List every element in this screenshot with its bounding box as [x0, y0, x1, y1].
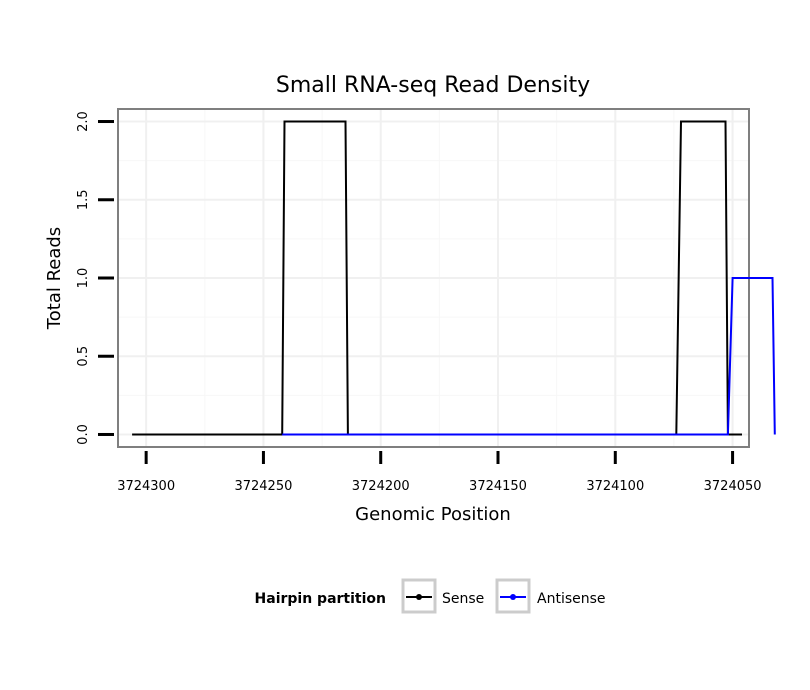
- legend-label-antisense: Antisense: [537, 591, 606, 607]
- y-tick-label: 0.5: [76, 346, 91, 367]
- series-line-antisense: [282, 277, 776, 436]
- x-tick-label: 3724050: [704, 479, 762, 494]
- legend-item-sense: Sense: [401, 578, 484, 614]
- y-tick-label: 1.5: [76, 189, 91, 210]
- y-tick-label: 0.0: [76, 424, 91, 445]
- legend: Hairpin partition Sense Antisense: [255, 578, 606, 614]
- chart-title: Small RNA-seq Read Density: [276, 73, 590, 98]
- x-tick-label: 3724200: [352, 479, 410, 494]
- axes: 3724300 3724250 3724200 3724150 3724100 37240…: [76, 111, 762, 494]
- y-tick-label: 1.0: [76, 268, 91, 289]
- x-tick-label: 3724250: [234, 479, 292, 494]
- x-tick-label: 3724150: [469, 479, 527, 494]
- x-tick-label: 3724100: [586, 479, 644, 494]
- y-tick-label: 2.0: [76, 111, 91, 132]
- legend-label-sense: Sense: [442, 591, 484, 607]
- x-tick-label: 3724300: [117, 479, 175, 494]
- x-axis-title: Genomic Position: [355, 504, 511, 525]
- grid: [118, 109, 749, 447]
- legend-item-antisense: Antisense: [495, 578, 606, 614]
- y-axis-title: Total Reads: [44, 227, 65, 330]
- legend-dot-sense: [416, 594, 422, 600]
- legend-dot-antisense: [510, 594, 516, 600]
- legend-title: Hairpin partition: [255, 591, 386, 607]
- series-layer: [132, 120, 776, 436]
